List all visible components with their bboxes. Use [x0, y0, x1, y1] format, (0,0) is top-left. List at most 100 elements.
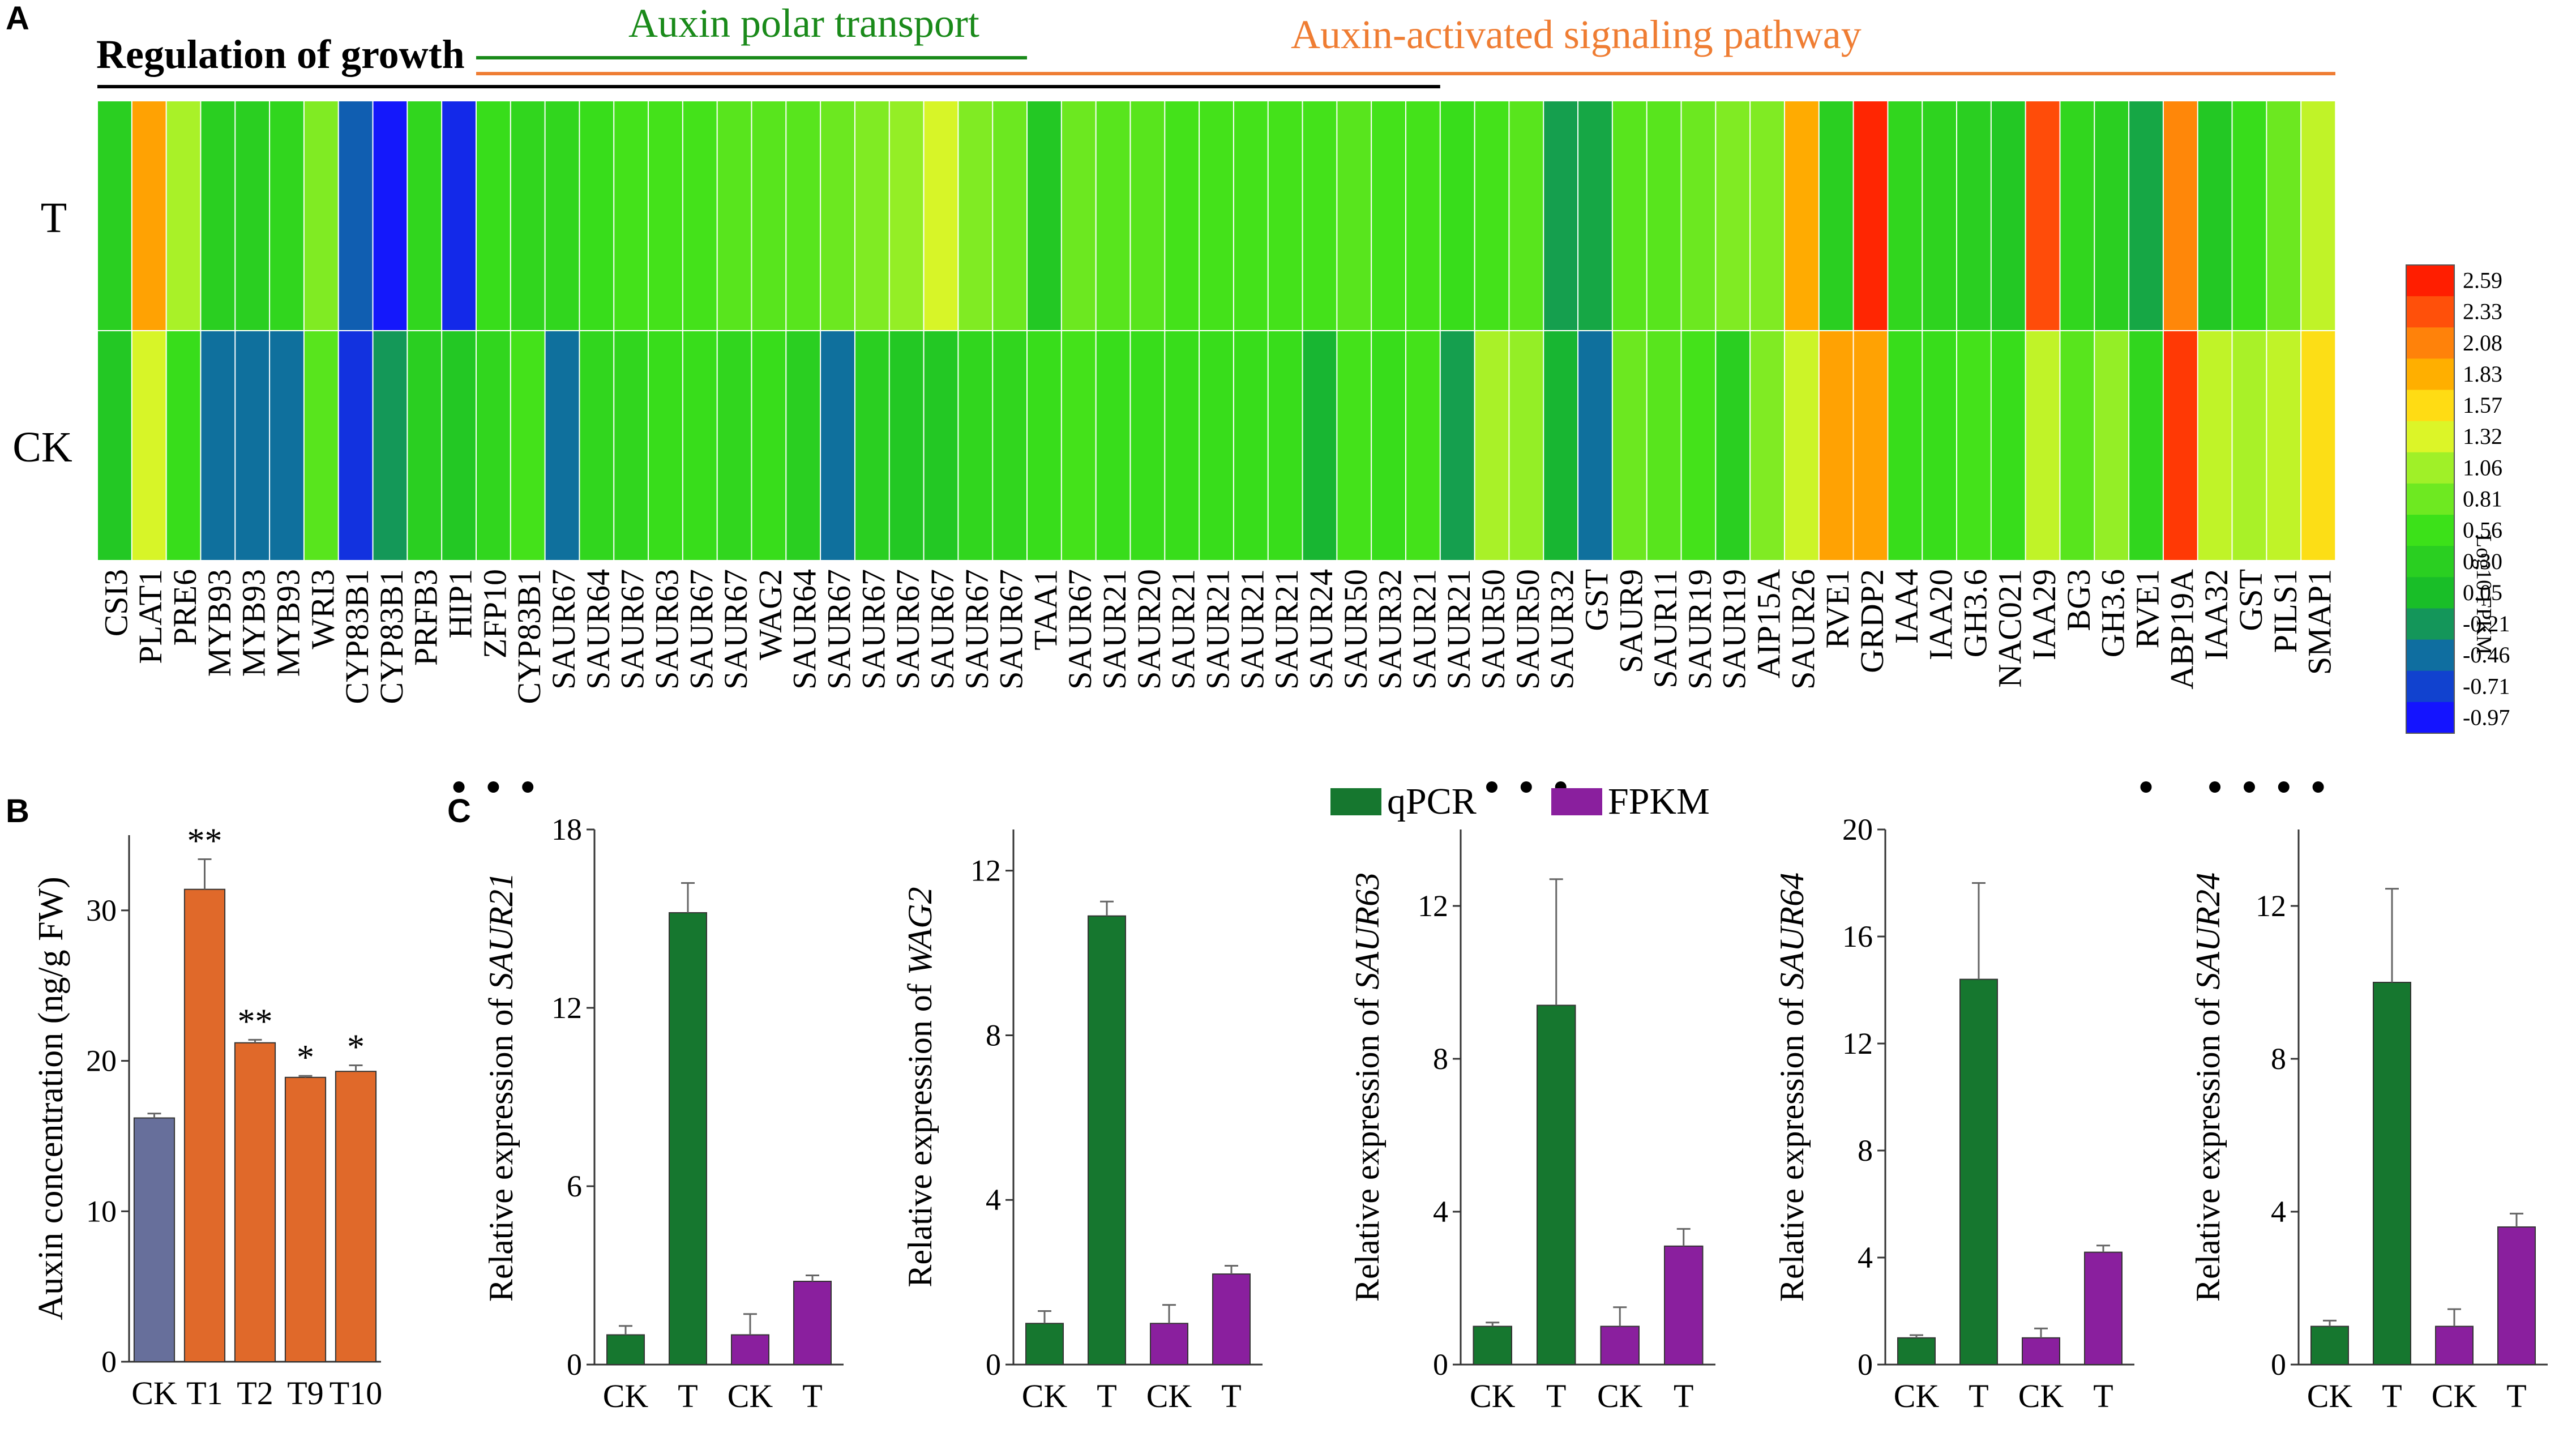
heatmap-cell-t-25: [957, 100, 994, 331]
heatmap-cell-ck-0: [97, 330, 133, 561]
y-tick-label-2: 8: [1433, 1042, 1448, 1076]
colorbar-tick-label-1: 2.33: [2463, 299, 2502, 324]
bar-3: [2497, 1226, 2536, 1365]
x-tick-label-2: CK: [1146, 1378, 1192, 1414]
heatmap-cell-ck-34: [1267, 330, 1303, 561]
heatmap-cell-ck-19: [751, 330, 787, 561]
heatmap-cell-t-33: [1233, 100, 1269, 331]
gene-name: SAUR21: [482, 873, 520, 990]
gene-label-19: WAG2: [752, 569, 789, 660]
x-tick-label-3: T: [1674, 1378, 1693, 1414]
heatmap-cell-ck-58: [2094, 330, 2130, 561]
heatmap-cell-ck-5: [269, 330, 305, 561]
x-tick-label-0: CK: [131, 1375, 177, 1412]
colorbar-tick-label-14: -0.97: [2463, 704, 2510, 730]
heatmap-cell-ck-28: [1060, 330, 1097, 561]
colorbar-swatch-11: [2406, 608, 2454, 640]
group-label-signal: Auxin-activated signaling pathway: [1291, 12, 1862, 57]
heatmap-cell-ck-36: [1336, 330, 1372, 561]
gene-name: SAUR63: [1349, 873, 1386, 990]
gene-label-21: SAUR67: [821, 569, 858, 690]
colorbar-swatch-12: [2406, 639, 2454, 672]
gene-label-11: ZFP10: [476, 569, 513, 659]
colorbar-tick-label-5: 1.32: [2463, 424, 2502, 449]
gene-label-51: GRDP2: [1854, 569, 1890, 673]
bar-1: [1088, 915, 1126, 1365]
bar-2: [2022, 1337, 2060, 1366]
y-tick-label-2: 12: [551, 991, 582, 1025]
legend-label-fpkm: FPKM: [1608, 781, 1710, 822]
row-label-ck: CK: [12, 424, 72, 471]
gene-label-55: NAC021: [1991, 569, 2028, 687]
bar-0: [2310, 1325, 2349, 1365]
colorbar-tick-label-9: 0.30: [2463, 549, 2502, 574]
heatmap-cell-ck-6: [303, 330, 340, 561]
x-tick-label-1: T: [1097, 1378, 1116, 1414]
heatmap-cell-t-41: [1508, 100, 1544, 331]
bar-1: [2373, 982, 2411, 1365]
x-tick-label-0: CK: [1470, 1378, 1516, 1414]
panel-b-label: B: [6, 793, 29, 829]
heatmap-cell-t-49: [1783, 100, 1820, 331]
heatmap-cell-ck-42: [1543, 330, 1579, 561]
y-tick-label-1: 4: [2271, 1195, 2286, 1229]
significance-label-3: *: [297, 1038, 314, 1077]
y-tick-label-0: 0: [567, 1348, 582, 1382]
heatmap-cell-t-15: [613, 100, 649, 331]
gene-label-49: SAUR26: [1785, 569, 1821, 690]
gene-label-61: IAA32: [2198, 569, 2235, 660]
y-tick-label-1: 4: [986, 1183, 1001, 1217]
heatmap-cell-t-30: [1129, 100, 1166, 331]
colorbar-swatch-5: [2406, 421, 2454, 453]
panel-a-label: A: [6, 0, 29, 37]
heatmap-cell-ck-30: [1129, 330, 1166, 561]
gene-label-30: SAUR20: [1131, 569, 1167, 690]
bar-0: [606, 1334, 645, 1365]
colorbar-tick-label-13: -0.71: [2463, 673, 2510, 699]
heatmap-cell-ck-32: [1199, 330, 1235, 561]
gene-label-46: SAUR19: [1681, 569, 1718, 690]
heatmap-cell-ck-54: [1956, 330, 1992, 561]
x-tick-label-2: CK: [2432, 1378, 2477, 1414]
heatmap-cell-t-53: [1922, 100, 1958, 331]
heatmap-cell-t-10: [441, 100, 477, 331]
x-tick-label-0: CK: [1894, 1378, 1940, 1414]
colorbar-swatch-8: [2406, 515, 2454, 546]
legend-label-qpcr: qPCR: [1387, 781, 1477, 822]
bar-3: [284, 1076, 327, 1363]
colorbar-tick-label-2: 2.08: [2463, 330, 2502, 356]
heatmap-cell-ck-64: [2300, 330, 2337, 561]
bar-2: [234, 1042, 276, 1362]
colorbar-tick-label-8: 0.56: [2463, 518, 2502, 543]
y-tick-label-3: 12: [1842, 1027, 1873, 1061]
gene-label-62: GST: [2232, 569, 2269, 631]
x-tick-label-2: CK: [2018, 1378, 2064, 1414]
heatmap-cell-t-60: [2162, 100, 2199, 331]
heatmap-cell-t-34: [1267, 100, 1303, 331]
gene-label-29: SAUR21: [1096, 569, 1133, 690]
colorbar-title: Log10 FPKM: [2472, 535, 2496, 655]
colorbar-tick-label-0: 2.59: [2463, 268, 2502, 293]
heatmap-cell-ck-48: [1749, 330, 1786, 561]
colorbar-swatch-1: [2406, 296, 2454, 328]
x-tick-label-3: T: [2506, 1378, 2526, 1414]
heatmap-cell-ck-16: [648, 330, 684, 561]
x-tick-label-0: CK: [1022, 1378, 1068, 1414]
gene-label-54: GH3.6: [1957, 569, 1993, 657]
gene-label-36: SAUR50: [1337, 569, 1374, 690]
x-tick-label-0: CK: [2307, 1378, 2353, 1414]
colorbar-swatch-0: [2406, 265, 2454, 297]
heatmap-cell-t-51: [1852, 100, 1889, 331]
heatmap-cell-t-32: [1199, 100, 1235, 331]
heatmap-cell-t-46: [1680, 100, 1717, 331]
y-axis-title: Relative expression of SAUR24: [2189, 873, 2227, 1302]
gene-label-0: CSI3: [97, 569, 134, 636]
x-tick-label-1: T: [2382, 1378, 2402, 1414]
panel-c-label: C: [447, 793, 471, 829]
heatmap-cell-t-31: [1164, 100, 1200, 331]
heatmap-cell-ck-24: [923, 330, 959, 561]
heatmap-cell-t-17: [682, 100, 718, 331]
gene-label-6: WRI3: [304, 569, 341, 649]
heatmap-cell-ck-56: [2025, 330, 2061, 561]
y-tick-label-2: 8: [1858, 1134, 1873, 1168]
